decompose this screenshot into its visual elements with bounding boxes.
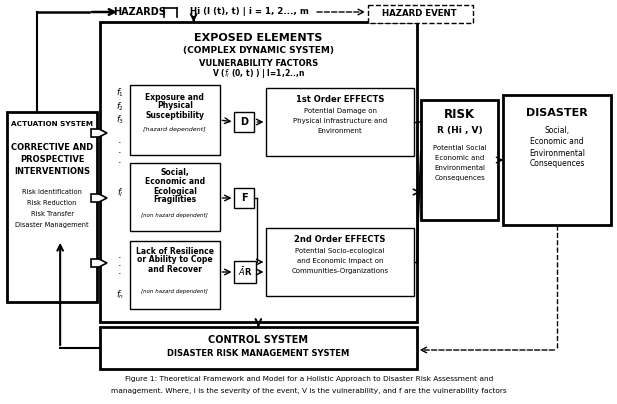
Text: R (Hi , V): R (Hi , V)	[437, 126, 482, 135]
Text: Disaster Management: Disaster Management	[15, 222, 89, 228]
Text: Economic and: Economic and	[435, 155, 484, 161]
Text: V ($\mathit{f}_l$ (0, t) ) | l=1,2..,n: V ($\mathit{f}_l$ (0, t) ) | l=1,2..,n	[212, 67, 305, 80]
Text: and Recover: and Recover	[147, 265, 202, 274]
Text: [non hazard dependent]: [non hazard dependent]	[141, 288, 208, 293]
Text: Environment: Environment	[318, 128, 362, 134]
Polygon shape	[91, 259, 107, 267]
Text: .: .	[118, 135, 122, 145]
Bar	[100, 327, 416, 369]
Text: VULNERABILITY FACTORS: VULNERABILITY FACTORS	[199, 59, 318, 69]
Text: F: F	[241, 193, 248, 203]
Text: D: D	[241, 117, 249, 127]
Text: or Ability to Cope: or Ability to Cope	[137, 255, 212, 265]
Bar	[267, 228, 414, 296]
Text: Communities-Organizations: Communities-Organizations	[291, 268, 389, 274]
Polygon shape	[91, 129, 107, 137]
Bar	[421, 100, 499, 220]
Text: .: .	[118, 258, 122, 268]
Text: Economic and: Economic and	[144, 177, 205, 187]
Text: .: .	[118, 145, 122, 155]
Text: Consequences: Consequences	[434, 175, 485, 181]
Text: EXPOSED ELEMENTS: EXPOSED ELEMENTS	[194, 33, 323, 43]
Text: $f_1$: $f_1$	[116, 87, 124, 99]
Text: 2nd Order EFFECTS: 2nd Order EFFECTS	[294, 234, 386, 244]
Text: HAZARDS: HAZARDS	[114, 7, 166, 17]
Bar	[7, 112, 97, 302]
Text: RISK: RISK	[444, 109, 475, 122]
Text: [hazard dependent]: [hazard dependent]	[143, 126, 206, 131]
Text: $f_3$: $f_3$	[116, 114, 124, 126]
Polygon shape	[91, 194, 107, 202]
Text: Ecological: Ecological	[153, 187, 197, 196]
Text: Lack of Resilience: Lack of Resilience	[136, 246, 213, 255]
Text: HAZARD EVENT: HAZARD EVENT	[383, 10, 457, 19]
Text: Risk Transfer: Risk Transfer	[31, 211, 73, 217]
Text: Social,: Social,	[545, 126, 569, 135]
Bar	[100, 22, 416, 322]
Bar	[130, 85, 220, 155]
Text: $f_l$: $f_l$	[117, 187, 123, 199]
Text: INTERVENTIONS: INTERVENTIONS	[14, 166, 90, 175]
Text: DISASTER RISK MANAGEMENT SYSTEM: DISASTER RISK MANAGEMENT SYSTEM	[167, 349, 349, 358]
Text: Economic and: Economic and	[531, 137, 584, 147]
Text: DISASTER: DISASTER	[526, 108, 588, 118]
Text: Potential Socio-ecological: Potential Socio-ecological	[296, 248, 385, 254]
Bar	[234, 112, 254, 132]
Text: Environmental: Environmental	[434, 165, 485, 171]
Text: Risk Reduction: Risk Reduction	[28, 200, 77, 206]
Text: Fragilities: Fragilities	[153, 196, 196, 204]
Text: .: .	[118, 155, 122, 165]
Bar	[130, 163, 220, 231]
Text: $f_2$: $f_2$	[116, 101, 124, 113]
Text: Potential Social: Potential Social	[433, 145, 486, 151]
Text: Potential Damage on: Potential Damage on	[304, 108, 376, 114]
Bar	[267, 88, 414, 156]
Text: and Economic Impact on: and Economic Impact on	[297, 258, 383, 264]
Text: CONTROL SYSTEM: CONTROL SYSTEM	[209, 335, 308, 345]
Text: Environmental: Environmental	[529, 149, 586, 158]
Bar	[503, 95, 611, 225]
Text: (COMPLEX DYNAMIC SYSTEM): (COMPLEX DYNAMIC SYSTEM)	[183, 46, 334, 55]
Bar	[130, 241, 220, 309]
Text: Physical: Physical	[157, 101, 193, 111]
Text: Social,: Social,	[160, 168, 189, 177]
Text: Consequences: Consequences	[529, 160, 585, 168]
Bar	[234, 261, 257, 283]
Text: Exposure and: Exposure and	[145, 93, 204, 101]
Text: management. Where, i is the severity of the event, V is the vulnerability, and f: management. Where, i is the severity of …	[112, 388, 507, 394]
Bar	[234, 188, 254, 208]
Text: Susceptibility: Susceptibility	[145, 111, 204, 120]
Text: .: .	[118, 250, 122, 260]
Text: Physical Infrastructure and: Physical Infrastructure and	[293, 118, 387, 124]
Text: [non hazard dependent]: [non hazard dependent]	[141, 213, 208, 217]
Text: ACTUATION SYSTEM: ACTUATION SYSTEM	[11, 121, 93, 127]
Text: $\bar{A}$R: $\bar{A}$R	[238, 265, 253, 278]
Text: Hi (I (t), t) | i = 1, 2..., m: Hi (I (t), t) | i = 1, 2..., m	[190, 8, 309, 17]
Text: PROSPECTIVE: PROSPECTIVE	[20, 154, 85, 164]
Text: $f_n$: $f_n$	[116, 289, 124, 301]
Text: Figure 1: Theoretical Framework and Model for a Holistic Approach to Disaster Ri: Figure 1: Theoretical Framework and Mode…	[125, 376, 494, 382]
Text: 1st Order EFFECTS: 1st Order EFFECTS	[296, 95, 384, 103]
Text: .: .	[118, 266, 122, 276]
Bar	[368, 5, 473, 23]
Text: CORRECTIVE AND: CORRECTIVE AND	[11, 143, 93, 152]
Text: Risk Identification: Risk Identification	[22, 189, 82, 195]
